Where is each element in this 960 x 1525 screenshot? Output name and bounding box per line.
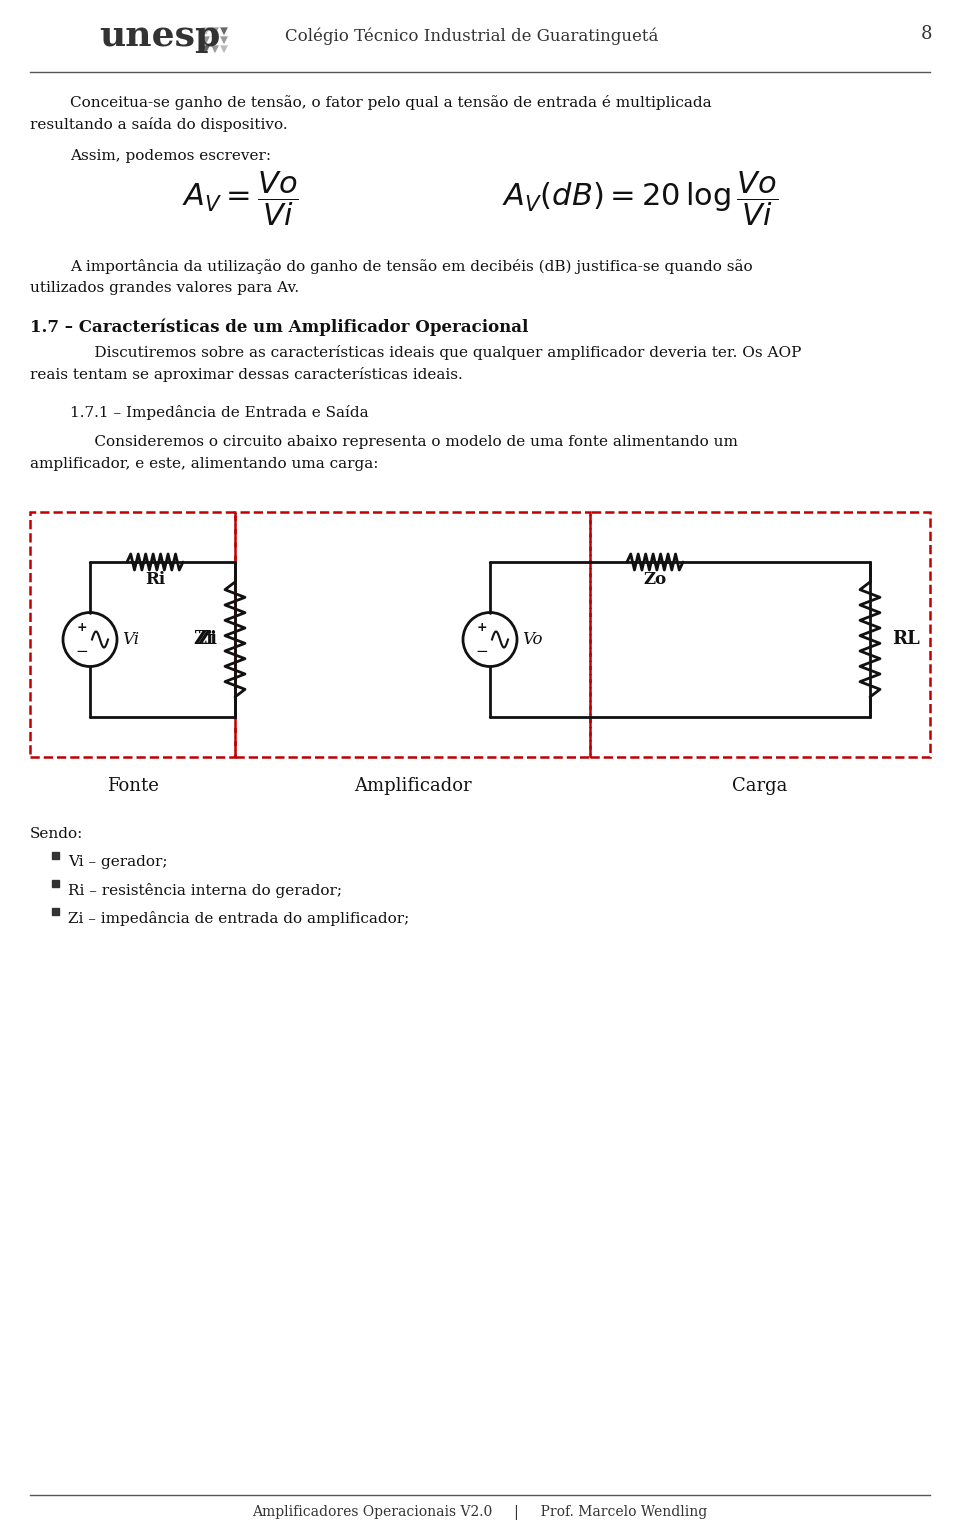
Bar <box>52 907 59 915</box>
Bar <box>590 512 930 756</box>
Text: Vo: Vo <box>522 631 542 648</box>
Bar <box>30 512 235 756</box>
Text: 8: 8 <box>921 24 932 43</box>
Text: 1.7 – Características de um Amplificador Operacional: 1.7 – Características de um Amplificador… <box>30 319 528 337</box>
Polygon shape <box>202 27 210 37</box>
Text: Zi – impedância de entrada do amplificador;: Zi – impedância de entrada do amplificad… <box>68 910 409 926</box>
Polygon shape <box>220 37 228 46</box>
Polygon shape <box>220 27 228 37</box>
Text: Colégio Técnico Industrial de Guaratinguetá: Colégio Técnico Industrial de Guaratingu… <box>285 27 659 44</box>
Text: −: − <box>76 644 88 659</box>
Polygon shape <box>220 46 228 53</box>
Bar <box>52 851 59 859</box>
Text: +: + <box>77 621 87 634</box>
Text: Vi – gerador;: Vi – gerador; <box>68 856 167 869</box>
Text: +: + <box>477 621 488 634</box>
Polygon shape <box>210 46 220 53</box>
Text: Discutiremos sobre as características ideais que qualquer amplificador deveria t: Discutiremos sobre as características id… <box>70 345 802 360</box>
Text: Consideremos o circuito abaixo representa o modelo de uma fonte alimentando um: Consideremos o circuito abaixo represent… <box>70 435 738 448</box>
Text: Assim, podemos escrever:: Assim, podemos escrever: <box>70 149 271 163</box>
Polygon shape <box>210 37 220 46</box>
Text: Sendo:: Sendo: <box>30 827 84 840</box>
Polygon shape <box>202 37 210 46</box>
Text: Zi: Zi <box>193 630 213 648</box>
Text: Zi: Zi <box>197 630 217 648</box>
Text: amplificador, e este, alimentando uma carga:: amplificador, e este, alimentando uma ca… <box>30 458 378 471</box>
Text: Fonte: Fonte <box>107 778 158 795</box>
Text: reais tentam se aproximar dessas características ideais.: reais tentam se aproximar dessas caracte… <box>30 368 463 381</box>
Text: Amplificadores Operacionais V2.0     |     Prof. Marcelo Wendling: Amplificadores Operacionais V2.0 | Prof.… <box>252 1505 708 1520</box>
Bar <box>235 512 590 756</box>
Text: resultando a saída do dispositivo.: resultando a saída do dispositivo. <box>30 117 288 133</box>
Text: utilizados grandes valores para Av.: utilizados grandes valores para Av. <box>30 281 300 294</box>
Text: Vi: Vi <box>122 631 139 648</box>
Text: Amplificador: Amplificador <box>353 778 471 795</box>
Text: 1.7.1 – Impedância de Entrada e Saída: 1.7.1 – Impedância de Entrada e Saída <box>70 406 369 419</box>
Text: $A_V\left(dB\right) = 20\,\log\dfrac{Vo}{Vi}$: $A_V\left(dB\right) = 20\,\log\dfrac{Vo}… <box>502 169 779 229</box>
Bar <box>52 880 59 886</box>
Text: unesp: unesp <box>100 18 221 53</box>
Text: Zo: Zo <box>643 572 666 589</box>
Text: RL: RL <box>892 630 920 648</box>
Text: $A_V = \dfrac{Vo}{Vi}$: $A_V = \dfrac{Vo}{Vi}$ <box>181 169 299 229</box>
Text: −: − <box>475 644 489 659</box>
Text: Ri – resistência interna do gerador;: Ri – resistência interna do gerador; <box>68 883 342 898</box>
Text: Carga: Carga <box>732 778 788 795</box>
Text: A importância da utilização do ganho de tensão em decibéis (dB) justifica-se qua: A importância da utilização do ganho de … <box>70 259 753 274</box>
Polygon shape <box>210 27 220 37</box>
Polygon shape <box>202 46 210 53</box>
Text: Conceitua-se ganho de tensão, o fator pelo qual a tensão de entrada é multiplica: Conceitua-se ganho de tensão, o fator pe… <box>70 95 711 110</box>
Text: Ri: Ri <box>145 572 165 589</box>
